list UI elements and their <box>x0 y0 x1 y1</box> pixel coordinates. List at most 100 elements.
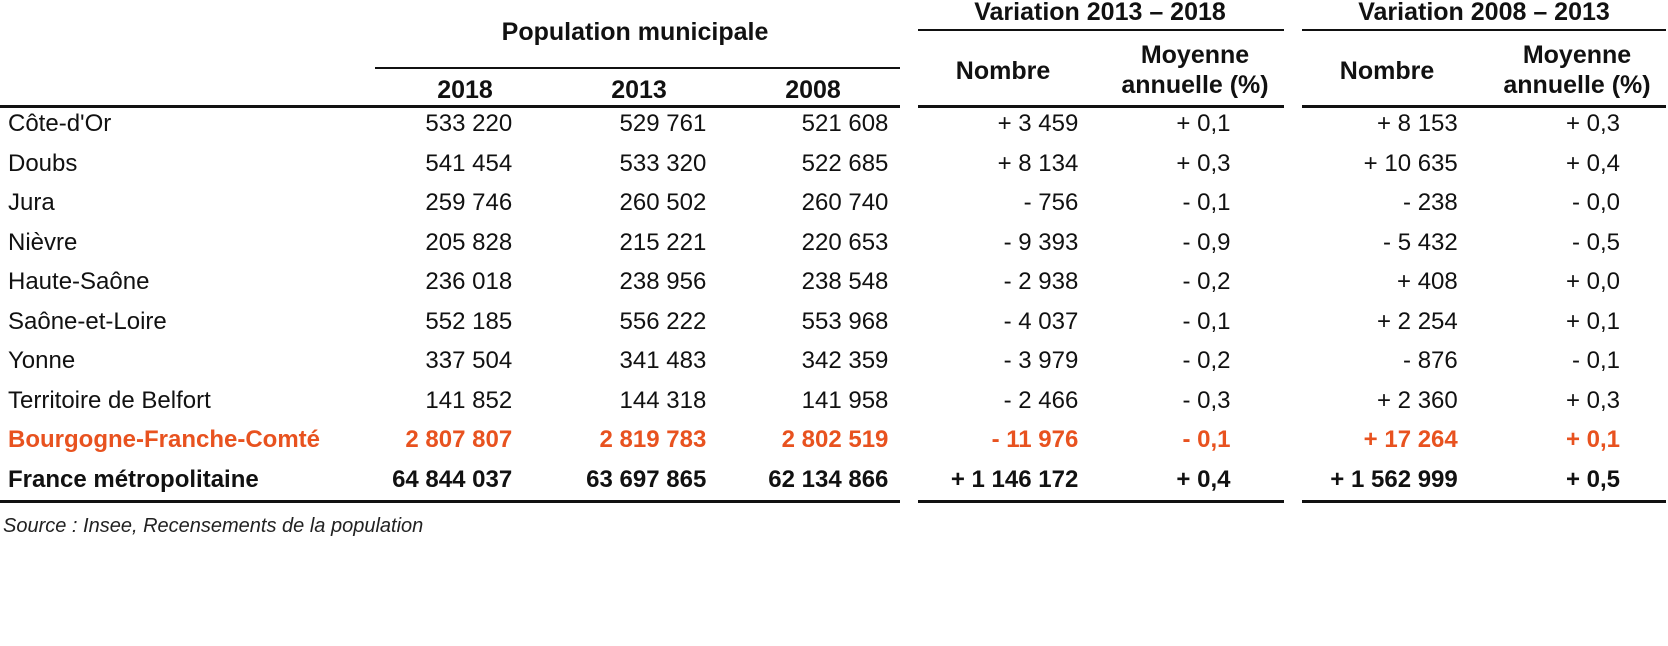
cell-population-2008: 2 802 519 <box>781 426 889 453</box>
cell-variation-2008-2013-moyenne: - 0,1 <box>1571 347 1620 374</box>
header-moyenne-2-line1: Moyenne <box>1522 41 1632 69</box>
table-row: France métropolitaine 64 844 037 63 697 86… <box>0 460 1668 500</box>
cell-variation-2008-2013-nombre: + 1 562 999 <box>1330 465 1458 493</box>
header-moyenne-1: Moyenne annuelle (%) <box>1100 40 1290 100</box>
cell-variation-2008-2013-nombre: + 2 360 <box>1377 386 1458 414</box>
header-moyenne-1-line1: Moyenne <box>1140 41 1250 69</box>
cell-name: Côte-d'Or <box>8 110 112 137</box>
cell-population-2013: 238 956 <box>619 268 707 295</box>
cell-variation-2008-2013-moyenne: + 0,4 <box>1565 149 1620 177</box>
cell-variation-2008-2013-moyenne: + 0,1 <box>1565 307 1620 335</box>
cell-variation-2013-2018-nombre: - 9 393 <box>1003 228 1079 256</box>
rule-table-bottom-variation-1 <box>918 500 1284 503</box>
cell-variation-2008-2013-moyenne: + 0,0 <box>1565 268 1620 295</box>
header-variation-2008-2013: Variation 2008 – 2013 <box>1358 0 1610 26</box>
rule-header-bottom-variation-1 <box>918 105 1284 108</box>
table-row: Côte-d'Or 533 220 529 761 521 608 + 3 459 + 0… <box>0 104 1668 144</box>
cell-population-2008: 260 740 <box>801 189 889 216</box>
cell-variation-2008-2013-nombre: + 8 153 <box>1377 110 1458 137</box>
header-moyenne-2: Moyenne annuelle (%) <box>1482 40 1668 100</box>
cell-variation-2008-2013-moyenne: + 0,5 <box>1565 465 1620 493</box>
cell-population-2018: 533 220 <box>425 110 513 137</box>
cell-variation-2008-2013-moyenne: + 0,3 <box>1565 110 1620 137</box>
cell-variation-2013-2018-moyenne: + 0,1 <box>1176 110 1231 137</box>
cell-population-2013: 556 222 <box>619 307 707 335</box>
cell-variation-2008-2013-nombre: - 876 <box>1403 347 1458 374</box>
header-nombre-2: Nombre <box>1339 57 1435 85</box>
cell-population-2013: 215 221 <box>619 228 707 256</box>
cell-name: Haute-Saône <box>8 268 150 295</box>
table-row: Bourgogne-Franche-Comté 2 807 807 2 819 78… <box>0 420 1668 460</box>
cell-variation-2013-2018-moyenne: - 0,9 <box>1182 228 1231 256</box>
cell-variation-2013-2018-nombre: + 1 146 172 <box>950 465 1079 493</box>
rule-table-bottom-variation-2 <box>1302 500 1666 503</box>
cell-population-2013: 341 483 <box>619 347 707 374</box>
cell-variation-2008-2013-nombre: + 17 264 <box>1363 426 1458 453</box>
cell-variation-2013-2018-nombre: - 756 <box>1023 189 1079 216</box>
rule-header-bottom-variation-2 <box>1302 105 1666 108</box>
cell-variation-2008-2013-moyenne: + 0,3 <box>1565 386 1620 414</box>
table-row: Saône-et-Loire 552 185 556 222 553 968 - 4 0… <box>0 302 1668 342</box>
table-row: Nièvre 205 828 215 221 220 653 - 9 393 - 0,9 -… <box>0 223 1668 263</box>
cell-variation-2008-2013-nombre: - 5 432 <box>1383 228 1458 256</box>
cell-variation-2008-2013-nombre: + 408 <box>1397 268 1458 295</box>
rule-variation-1-group <box>918 29 1284 31</box>
cell-variation-2013-2018-nombre: - 4 037 <box>1003 307 1079 335</box>
cell-name: Nièvre <box>8 228 78 256</box>
cell-population-2008: 522 685 <box>801 149 889 177</box>
cell-population-2008: 553 968 <box>801 307 889 335</box>
table-row: Doubs 541 454 533 320 522 685 + 8 134 + 0,3 + … <box>0 144 1668 184</box>
cell-variation-2013-2018-nombre: - 2 938 <box>1003 268 1079 295</box>
header-variation-2013-2018: Variation 2013 – 2018 <box>974 0 1226 26</box>
rule-variation-2-group <box>1302 29 1666 31</box>
cell-name: Doubs <box>8 149 78 177</box>
cell-variation-2008-2013-nombre: - 238 <box>1403 189 1458 216</box>
cell-population-2018: 552 185 <box>425 307 513 335</box>
cell-population-2008: 220 653 <box>801 228 889 256</box>
cell-name: France métropolitaine <box>8 465 259 493</box>
cell-population-2013: 2 819 783 <box>599 426 707 453</box>
table-row: Yonne 337 504 341 483 342 359 - 3 979 - 0,2 - … <box>0 341 1668 381</box>
header-nombre-1: Nombre <box>955 57 1051 85</box>
cell-population-2018: 2 807 807 <box>405 426 513 453</box>
cell-population-2008: 62 134 866 <box>768 465 889 493</box>
cell-name: Jura <box>8 189 55 216</box>
cell-population-2018: 64 844 037 <box>392 465 513 493</box>
cell-population-2018: 337 504 <box>425 347 513 374</box>
header-year-2018: 2018 <box>437 76 493 104</box>
cell-population-2008: 342 359 <box>801 347 889 374</box>
cell-variation-2013-2018-moyenne: - 0,1 <box>1182 189 1231 216</box>
cell-population-2013: 529 761 <box>619 110 707 137</box>
cell-variation-2013-2018-moyenne: - 0,1 <box>1182 307 1231 335</box>
rule-population-group <box>375 67 900 69</box>
table-row: Territoire de Belfort 141 852 144 318 141 9… <box>0 381 1668 421</box>
cell-variation-2013-2018-moyenne: + 0,4 <box>1176 465 1231 493</box>
cell-population-2013: 260 502 <box>619 189 707 216</box>
cell-name: Bourgogne-Franche-Comté <box>8 426 320 453</box>
cell-variation-2008-2013-moyenne: + 0,1 <box>1565 426 1620 453</box>
cell-population-2008: 238 548 <box>801 268 889 295</box>
header-population-municipale: Population municipale <box>501 18 769 46</box>
cell-variation-2013-2018-moyenne: - 0,1 <box>1182 426 1231 453</box>
header-moyenne-1-line2: annuelle (%) <box>1121 71 1269 99</box>
table-row: Haute-Saône 236 018 238 956 238 548 - 2 938 -… <box>0 262 1668 302</box>
cell-population-2018: 236 018 <box>425 268 513 295</box>
cell-population-2018: 259 746 <box>425 189 513 216</box>
cell-variation-2008-2013-moyenne: - 0,0 <box>1571 189 1620 216</box>
header-moyenne-2-line2: annuelle (%) <box>1503 71 1651 99</box>
rule-table-bottom-population <box>0 500 900 503</box>
source-note: Source : Insee, Recensements de la popul… <box>3 515 424 537</box>
cell-population-2018: 141 852 <box>425 386 513 414</box>
cell-population-2013: 533 320 <box>619 149 707 177</box>
cell-variation-2013-2018-moyenne: - 0,2 <box>1182 347 1231 374</box>
cell-variation-2013-2018-nombre: - 11 976 <box>991 426 1079 453</box>
cell-variation-2013-2018-moyenne: + 0,3 <box>1176 149 1231 177</box>
header-year-2008: 2008 <box>785 76 841 104</box>
cell-variation-2008-2013-nombre: + 2 254 <box>1377 307 1458 335</box>
cell-name: Saône-et-Loire <box>8 307 167 335</box>
rule-header-bottom-population <box>0 105 900 108</box>
table-row: Jura 259 746 260 502 260 740 - 756 - 0,1 - 238… <box>0 183 1668 223</box>
cell-name: Yonne <box>8 347 76 374</box>
header-year-2013: 2013 <box>611 76 667 104</box>
cell-variation-2013-2018-nombre: - 3 979 <box>1003 347 1079 374</box>
